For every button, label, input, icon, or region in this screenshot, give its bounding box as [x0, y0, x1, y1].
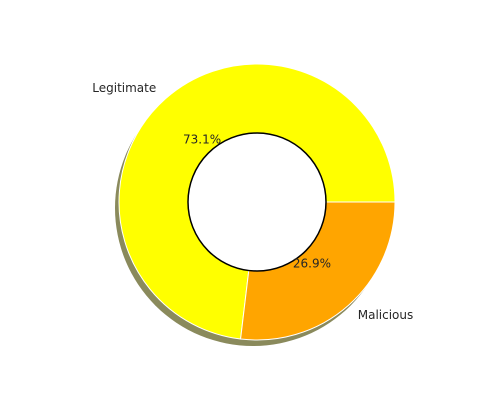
pie-labels: Legitimate 73.1% Malicious 26.9% — [92, 81, 413, 322]
slice-percent-legitimate: 73.1% — [183, 133, 221, 147]
slice-label-malicious: Malicious — [358, 308, 414, 322]
slice-label-legitimate: Legitimate — [92, 81, 156, 95]
donut-hole — [187, 132, 327, 272]
slice-percent-malicious: 26.9% — [293, 256, 331, 270]
